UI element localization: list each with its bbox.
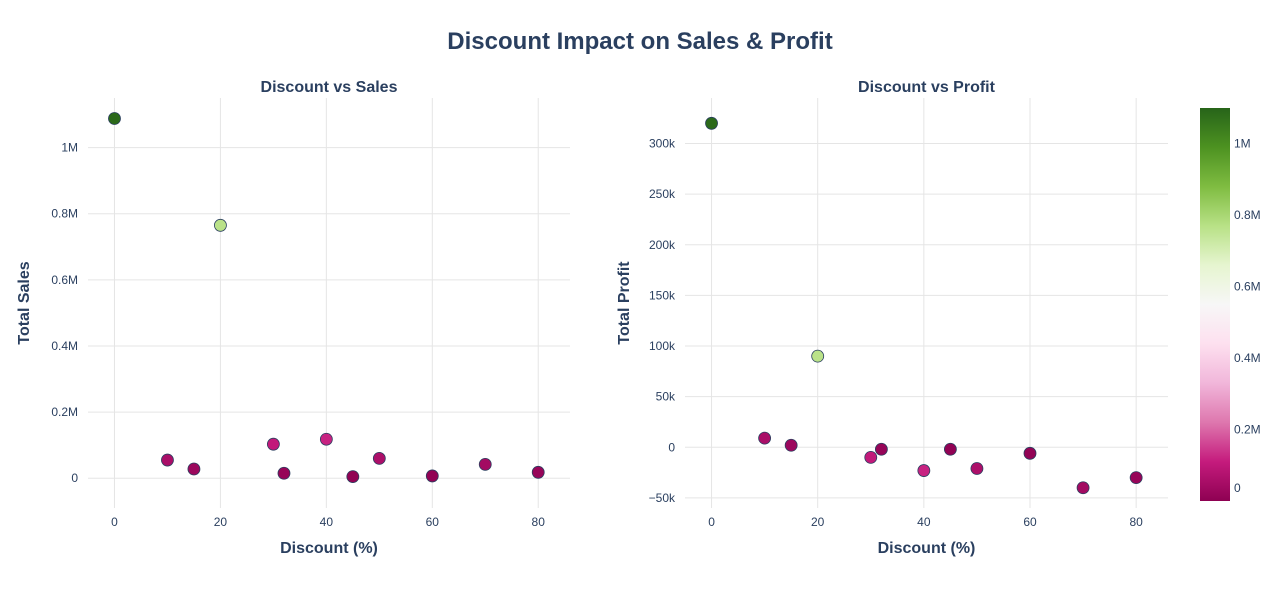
- y-tick-label: 100k: [649, 339, 676, 353]
- data-point[interactable]: [758, 431, 772, 445]
- y-tick-label: 50k: [656, 390, 676, 404]
- data-point[interactable]: [531, 465, 545, 479]
- y-tick-label: 0.4M: [51, 339, 78, 353]
- x-axis-title: Discount (%): [280, 540, 378, 557]
- colorbar-tick-label: 0.6M: [1234, 280, 1261, 294]
- x-tick-label: 20: [811, 515, 825, 529]
- colorbar-tick-label: 0.8M: [1234, 208, 1261, 222]
- data-point[interactable]: [108, 112, 121, 125]
- data-point[interactable]: [864, 450, 878, 464]
- data-point[interactable]: [277, 466, 291, 480]
- x-tick-label: 40: [320, 515, 334, 529]
- colorbar-tick-label: 0.4M: [1234, 351, 1261, 365]
- data-point[interactable]: [943, 442, 957, 456]
- subplot-title: Discount vs Profit: [858, 79, 996, 96]
- chart-main-title: Discount Impact on Sales & Profit: [447, 28, 832, 55]
- subplot-sales: 0 20 40 60 80 0 0.2M 0.4M 0.6M 0.8M 1M Discount vs …: [16, 79, 570, 557]
- x-tick-label: 80: [532, 515, 546, 529]
- data-point[interactable]: [917, 464, 931, 477]
- data-point[interactable]: [784, 438, 798, 452]
- data-point[interactable]: [214, 218, 227, 232]
- data-point[interactable]: [425, 469, 439, 483]
- data-point[interactable]: [1023, 446, 1037, 460]
- data-point[interactable]: [874, 442, 888, 456]
- y-axis-title: Total Profit: [616, 261, 633, 345]
- y-tick-label: 0: [668, 440, 675, 454]
- y-tick-label: 150k: [649, 288, 676, 302]
- x-axis-title: Discount (%): [878, 540, 976, 557]
- colorbar-tick-label: 1M: [1234, 137, 1251, 151]
- y-tick-label: 0.6M: [51, 273, 78, 287]
- y-tick-label: −50k: [649, 491, 676, 505]
- data-point[interactable]: [1129, 471, 1143, 485]
- data-point[interactable]: [346, 470, 360, 483]
- data-point[interactable]: [187, 462, 201, 476]
- x-tick-label: 0: [708, 515, 715, 529]
- data-point[interactable]: [319, 432, 333, 446]
- x-tick-label: 60: [426, 515, 440, 529]
- colorbar: 0 0.2M 0.4M 0.6M 0.8M 1M: [1200, 108, 1261, 501]
- data-point[interactable]: [478, 457, 492, 471]
- data-point[interactable]: [372, 452, 386, 465]
- y-tick-label: 0.8M: [51, 207, 78, 221]
- y-axis-title: Total Sales: [16, 261, 33, 344]
- x-tick-label: 80: [1129, 515, 1143, 529]
- x-tick-label: 0: [111, 515, 118, 529]
- subplot-profit: 0 20 40 60 80 −50k 0 50k 100k 150k 200k 250k 300k Dis…: [616, 79, 1168, 557]
- data-point[interactable]: [1076, 481, 1090, 495]
- data-point[interactable]: [811, 349, 825, 363]
- x-tick-label: 20: [214, 515, 228, 529]
- data-point[interactable]: [161, 453, 174, 467]
- y-tick-label: 1M: [61, 141, 78, 155]
- y-tick-label: 0: [71, 471, 78, 485]
- data-point[interactable]: [266, 437, 280, 451]
- x-tick-label: 60: [1023, 515, 1037, 529]
- colorbar-tick-label: 0.2M: [1234, 423, 1261, 437]
- y-tick-label: 300k: [649, 137, 676, 151]
- colorbar-tick-label: 0: [1234, 481, 1241, 495]
- x-tick-label: 40: [917, 515, 931, 529]
- data-point[interactable]: [970, 462, 984, 475]
- y-tick-label: 250k: [649, 187, 676, 201]
- colorbar-gradient: [1200, 108, 1230, 501]
- subplot-title: Discount vs Sales: [261, 79, 398, 96]
- y-tick-label: 0.2M: [51, 405, 78, 419]
- data-point[interactable]: [705, 116, 718, 130]
- y-tick-label: 200k: [649, 238, 676, 252]
